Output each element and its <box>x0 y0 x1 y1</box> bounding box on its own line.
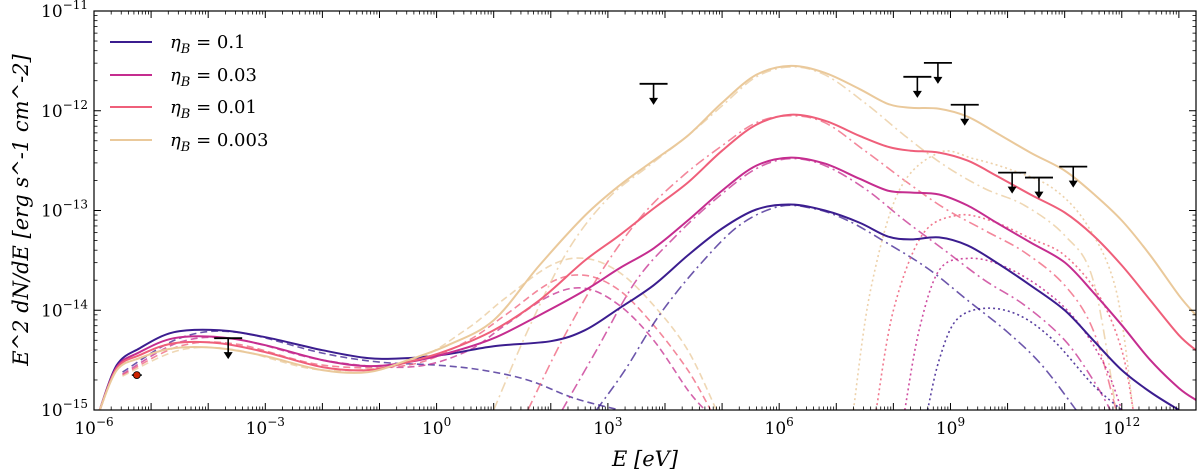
legend-item-2: ηB = 0.01 <box>110 97 257 122</box>
ticks-group: 10−6 10−3 100 103 106 109 1012 10−15 10−14 10−13 1… <box>41 0 1196 439</box>
legend-item-0: ηB = 0.1 <box>110 32 246 57</box>
x-tick-label: 103 <box>593 415 622 439</box>
series-0-total-line <box>98 203 1180 410</box>
y-axis-title: E^2 dN/dE [erg s^-1 cm^-2] <box>9 53 33 366</box>
upper-limit-arrowhead <box>960 118 970 126</box>
series-1-total-line <box>98 156 1196 410</box>
legend: ηB = 0.1 ηB = 0.03 ηB = 0.01 ηB = 0.003 <box>110 32 268 155</box>
y-axis-title-text: E^2 dN/dE [erg s^-1 cm^-2] <box>9 53 33 366</box>
series-3-ic-line <box>852 150 1134 410</box>
series-2-synchrotron-line <box>122 274 712 410</box>
series-3-total-line <box>98 64 1196 410</box>
upper-limit-arrowhead <box>933 76 943 84</box>
x-tick-label: 10−3 <box>246 415 285 439</box>
series-1-ic-line <box>904 257 1123 410</box>
upper-limit-arrowhead <box>1007 186 1017 194</box>
upper-limit-4 <box>950 103 979 126</box>
series-1-hadronic-line <box>561 157 1112 410</box>
series-1-synchrotron-line <box>122 287 706 410</box>
upper-limit-arrowhead <box>912 90 922 98</box>
x-tick-label: 10−6 <box>74 415 113 439</box>
legend-item-3: ηB = 0.003 <box>110 130 268 155</box>
legend-label: ηB = 0.1 <box>170 32 246 57</box>
y-tick-label: 10−12 <box>41 98 88 122</box>
legend-label: ηB = 0.003 <box>170 130 268 155</box>
x-tick-label: 106 <box>765 415 794 439</box>
upper-limit-arrowhead <box>1068 180 1078 188</box>
series-3-synchrotron-line <box>122 257 718 410</box>
upper-limit-1 <box>639 82 668 105</box>
legend-label: ηB = 0.03 <box>170 65 257 90</box>
upper-limit-arrowhead <box>1034 191 1044 199</box>
upper-limit-7 <box>1059 165 1088 188</box>
series-0-ic-line <box>926 307 1123 410</box>
y-tick-label: 10−11 <box>41 0 88 22</box>
x-axis-title-text: E [eV] <box>611 447 679 471</box>
x-tick-label: 109 <box>936 415 965 439</box>
y-tick-label: 10−13 <box>41 198 88 222</box>
y-tick-label: 10−14 <box>41 297 88 321</box>
upper-limit-6 <box>1024 176 1053 199</box>
series-2-ic-line <box>875 213 1134 410</box>
series-0-hadronic-line <box>595 204 1077 410</box>
curves-group <box>98 64 1196 410</box>
markers-group <box>131 61 1088 379</box>
upper-limit-5 <box>998 171 1027 194</box>
upper-limit-arrowhead <box>649 97 659 105</box>
x-tick-label: 1012 <box>1103 415 1140 439</box>
upper-limit-0 <box>214 337 243 360</box>
upper-limit-3 <box>923 61 952 84</box>
y-tick-label: 10−15 <box>41 397 88 421</box>
series-2-hadronic-line <box>527 114 1117 410</box>
legend-item-1: ηB = 0.03 <box>110 65 257 90</box>
upper-limit-arrowhead <box>223 352 233 360</box>
data-point <box>132 371 141 379</box>
legend-label: ηB = 0.01 <box>170 97 257 122</box>
series-2-total-line <box>98 113 1196 410</box>
upper-limit-2 <box>903 75 932 98</box>
x-axis-title: E [eV] <box>611 447 679 471</box>
x-tick-label: 100 <box>422 415 451 439</box>
